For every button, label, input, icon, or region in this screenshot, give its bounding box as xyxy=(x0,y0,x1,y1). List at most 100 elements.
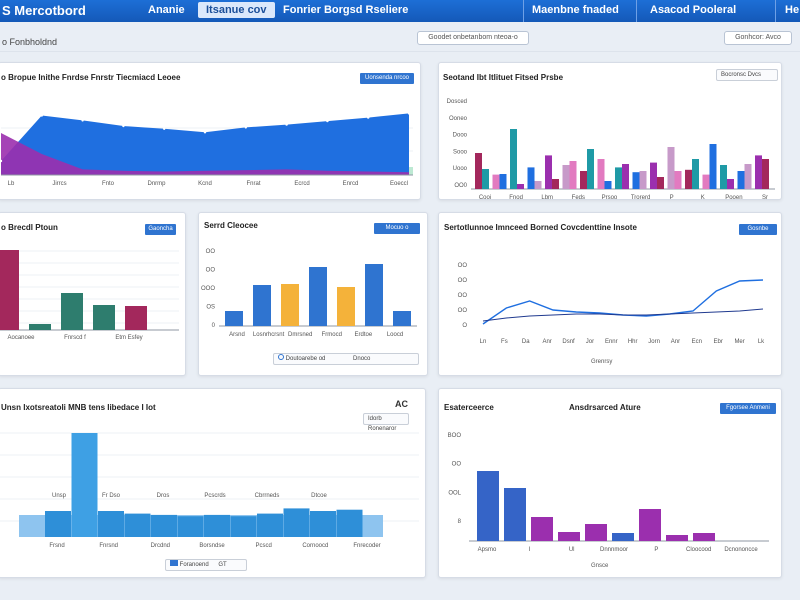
bar xyxy=(552,179,559,189)
bar-label: Fr Dso xyxy=(102,493,121,499)
y-tick-label: OO0 xyxy=(454,183,467,189)
x-axis-labels: Frsnd Fnrsnd Drcdnd Borsndse Pcscd Cornoocd Fn… xyxy=(49,543,380,549)
x-tick-label: Arsnd xyxy=(229,332,245,338)
x-tick-label: Kcnd xyxy=(198,181,212,187)
nav-item-4[interactable]: Maenbne fnaded xyxy=(532,4,619,16)
legend-dot-icon xyxy=(278,354,284,360)
x-tick-label: Eoeccl xyxy=(390,181,408,187)
x-tick-label: P xyxy=(670,195,674,200)
bar xyxy=(98,511,124,537)
line-series-b xyxy=(482,308,764,322)
panel-action-button[interactable]: Mocuo o xyxy=(374,223,420,234)
x-tick-label: Losnrhcrsnt xyxy=(253,332,285,338)
x-tick-label: Borsndse xyxy=(199,543,225,549)
bar xyxy=(692,159,699,189)
bar xyxy=(693,533,715,541)
legend-selector[interactable]: Foranoend GT xyxy=(165,559,247,571)
bar xyxy=(510,129,517,189)
nav-separator xyxy=(523,0,524,22)
legend-label-2: Dnoco xyxy=(353,356,371,362)
y-tick-label: OO xyxy=(206,249,216,255)
panel-title: Unsn Ixotsreatoli MNB tens Iibedace I Io… xyxy=(1,403,156,412)
bar xyxy=(337,287,355,326)
bar xyxy=(762,159,769,189)
data-point xyxy=(203,131,207,134)
y-tick-label: O xyxy=(462,323,467,329)
nav-item-2-active[interactable]: Itsanue cov xyxy=(198,2,275,18)
data-point xyxy=(0,159,3,163)
x-tick-label: Hhr xyxy=(628,339,638,345)
x-tick-label: Mer xyxy=(734,339,744,345)
bar xyxy=(580,171,587,189)
bars xyxy=(477,471,715,541)
data-point xyxy=(122,124,125,128)
x-tick-label: Fnod xyxy=(509,195,523,200)
x-tick-label: Apsmo xyxy=(478,547,497,553)
bar xyxy=(702,174,710,189)
breadcrumb: o Fonbholdnd xyxy=(2,37,58,47)
bar xyxy=(230,516,257,537)
panel-action-button[interactable]: Uonsenda nrcoo xyxy=(360,73,414,84)
x-tick-label: Jirrcs xyxy=(52,181,66,187)
grouped-bar-svg: Dosced Ooneo Dooo Sooo Uooo OO0 Cooi Fnod Lbm Fe… xyxy=(447,99,775,200)
bar-chart-a-svg: Aocanoee Fnrscd f Etm Esfey xyxy=(0,250,179,341)
data-point xyxy=(81,119,84,122)
panel-action-button[interactable]: Bocronsc Dvcs xyxy=(716,69,778,81)
panel-title: Seotand Ibt Itlituet Fitsed Prsbe xyxy=(443,73,564,82)
panel-action-button[interactable]: Gosnbe xyxy=(739,224,777,235)
nav-item-3[interactable]: Fonrier Borgsd Rseliere xyxy=(283,4,409,16)
bar xyxy=(309,267,327,326)
bar-label: Dros xyxy=(157,493,170,499)
bar xyxy=(639,171,647,189)
panel-action-button[interactable]: Idorb Ronenaror xyxy=(363,413,409,432)
x-axis-labels: Arsnd Losnrhcrsnt Dmrsned Frmocd Erdtoe Loocd xyxy=(229,332,403,338)
data-point xyxy=(285,123,288,126)
y-tick-label: OO xyxy=(458,308,468,314)
app-brand[interactable]: S Mercotbord xyxy=(2,3,86,18)
panel-title: o Bropue Inithe Fnrdse Fnrstr Tiecmiacd … xyxy=(1,73,181,82)
nav-item-5[interactable]: Asacod Pooleral xyxy=(650,4,737,16)
export-button[interactable]: Gonhcor: Avco xyxy=(724,31,792,45)
bar xyxy=(61,293,83,330)
nav-item-6[interactable]: He xyxy=(785,4,800,16)
x-tick-label: I xyxy=(528,547,530,553)
panel-subtitle: Ansdrsarced Ature xyxy=(569,403,641,412)
x-tick-label: Ul xyxy=(569,547,575,553)
y-tick-label: OO xyxy=(458,263,468,269)
bar xyxy=(666,535,688,541)
nav-item-1[interactable]: Ananie xyxy=(148,4,185,16)
x-tick-label: Fnrscd f xyxy=(64,335,86,341)
y-tick-label: 0 xyxy=(212,323,216,329)
bar xyxy=(477,471,499,541)
legend-selector[interactable]: Doutoarebe od Dnoco xyxy=(273,353,419,365)
x-tick-label: Anr xyxy=(542,339,551,345)
bar xyxy=(492,174,500,189)
y-axis-labels: Dosced Ooneo Dooo Sooo Uooo OO0 xyxy=(447,99,468,189)
data-point xyxy=(244,126,247,129)
combo-chart-svg: Unsp Fr Dso Dros Pcscrds Cbrrneds Dtcoe Frsnd… xyxy=(0,432,419,549)
bar xyxy=(527,167,535,189)
x-tick-label: Drcdnd xyxy=(151,543,170,549)
area-series-blue xyxy=(1,113,409,175)
y-tick-label: BOO xyxy=(448,433,462,439)
panel-action-button[interactable]: Fgorsee Anmeni xyxy=(720,403,776,414)
bar xyxy=(604,181,612,189)
bar xyxy=(310,511,336,537)
bar xyxy=(569,161,577,189)
x-tick-label: Erdtoe xyxy=(355,332,373,338)
x-tick-label: Fnto xyxy=(102,181,115,187)
bar xyxy=(709,144,717,189)
panel-grouped-bars: Seotand Ibt Itlituet Fitsed Prsbe Bocron… xyxy=(438,62,782,200)
legend-label: Foranoend xyxy=(179,562,209,568)
bar xyxy=(71,433,98,537)
panel-combo-chart: Unsn Ixotsreatoli MNB tens Iibedace I Io… xyxy=(0,388,426,578)
x-tick-label: Ln xyxy=(480,339,487,345)
panel-action-button[interactable]: Gaoncha xyxy=(145,224,176,235)
bar xyxy=(177,516,204,537)
filter-button[interactable]: Goodet onbetanbom nteoa-o xyxy=(417,31,529,45)
x-axis-labels: Lb Jirrcs Fnto Dnrmp Kcnd Fnrat Ecrcd Enrcd Eoec… xyxy=(8,181,408,187)
bars xyxy=(475,129,769,189)
bar xyxy=(597,159,605,189)
help-badge[interactable]: AC xyxy=(395,399,408,409)
